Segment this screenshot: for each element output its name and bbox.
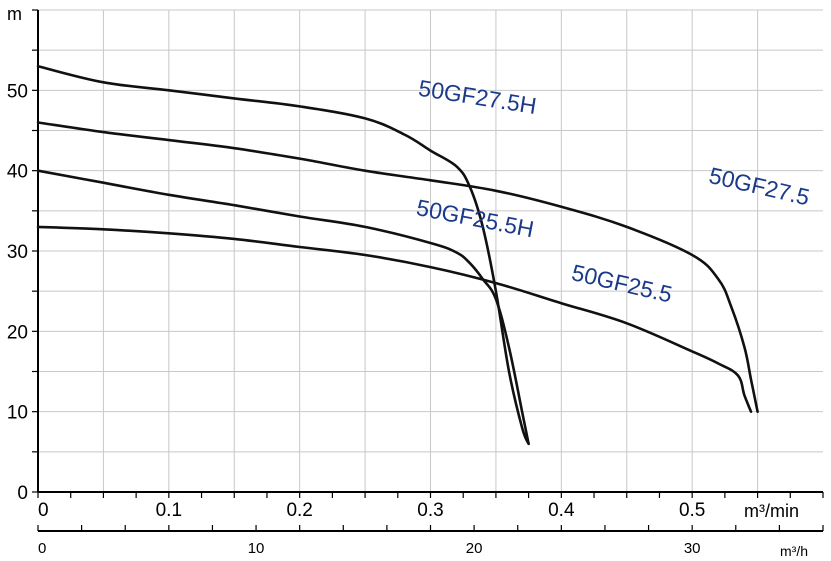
- curves-layer: [36, 64, 759, 446]
- curve-50gf27-5: [36, 121, 759, 413]
- secondary-x-tick-label: 20: [466, 540, 483, 557]
- y-tick-label: 20: [7, 322, 28, 343]
- y-tick-label: 40: [7, 162, 28, 183]
- grid-layer: [38, 9, 823, 492]
- y-tick-label: 10: [7, 403, 28, 424]
- series-label: 50GF27.5H: [417, 75, 539, 119]
- x-axis-unit-label: m³/min: [744, 501, 799, 521]
- curve-50gf27-5h: [36, 64, 530, 446]
- series-label: 50GF27.5: [707, 162, 813, 210]
- x-tick-label: 0: [38, 500, 49, 521]
- y-tick-label: 30: [7, 242, 28, 263]
- x-tick-label: 0.2: [286, 500, 312, 521]
- x-tick-label: 0.3: [417, 500, 443, 521]
- ticks-layer: 0 0.1 0.2 0.3 0.4 0.5 0 10 20 30 0 10 20 30 40 50: [7, 9, 824, 557]
- secondary-x-tick-label: 0: [38, 540, 46, 557]
- y-tick-label: 0: [17, 483, 28, 504]
- y-tick-label: 50: [7, 81, 28, 102]
- labels-layer: m m³/min m³/h 50GF27.5H50GF27.550GF25.5H…: [7, 4, 812, 559]
- secondary-x-tick-label: 10: [248, 540, 265, 557]
- secondary-x-axis-unit-label: m³/h: [780, 543, 808, 559]
- secondary-x-tick-label: 30: [684, 540, 701, 557]
- series-label: 50GF25.5: [569, 259, 675, 307]
- y-axis-unit-label: m: [7, 4, 22, 24]
- curve-50gf25-5h: [36, 169, 530, 446]
- curve-50gf25-5: [36, 225, 753, 413]
- x-tick-label: 0.5: [679, 500, 705, 521]
- x-tick-label: 0.1: [156, 500, 182, 521]
- x-tick-label: 0.4: [548, 500, 575, 521]
